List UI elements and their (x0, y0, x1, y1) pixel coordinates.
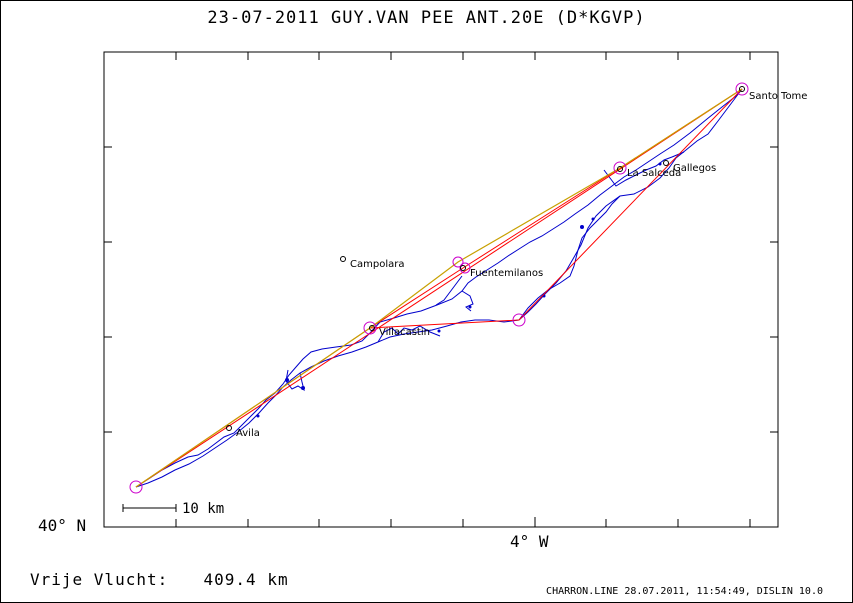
gps-track (135, 88, 743, 488)
place-marker-la-salceda (617, 166, 623, 172)
bottom-ticks (175, 517, 751, 527)
plot-frame (103, 51, 779, 528)
place-label-fuentemilanos: Fuentemilanos (470, 268, 543, 279)
place-marker-fuentemilanos (460, 265, 466, 271)
place-label-avila: Avila (236, 428, 260, 439)
turnpoint-fuentemilanos-1 (452, 256, 464, 268)
place-marker-gallegos (663, 160, 669, 166)
scale-bar-label: 10 km (182, 501, 224, 517)
place-label-la-salceda: La Salceda (627, 168, 681, 179)
turnpoint-south (512, 313, 526, 327)
track-thermals (256, 162, 662, 418)
left-ticks (104, 146, 112, 433)
right-ticks (770, 146, 778, 433)
place-marker-santo-tome (739, 86, 745, 92)
top-ticks (175, 52, 751, 60)
optimized-path (135, 88, 743, 488)
turnpoints (129, 82, 749, 494)
latitude-label: 40° N (38, 516, 87, 535)
turnpoint-santo-tome (735, 82, 749, 96)
place-marker-villacastin (369, 325, 375, 331)
turnpoint-start (129, 480, 143, 494)
map-title: 23-07-2011 GUY.VAN PEE ANT.20E (D*KGVP) (207, 8, 646, 28)
flight-distance-label: Vrije Vlucht: (30, 570, 169, 589)
scale-bar: 10 km (122, 501, 224, 517)
turnpoint-villacastin (363, 321, 377, 335)
longitude-label: 4° W (510, 532, 549, 551)
turnpoint-la-salceda (613, 161, 627, 175)
flight-distance: Vrije Vlucht: 409.4 km (30, 570, 289, 589)
place-label-santo-tome: Santo Tome (749, 91, 807, 102)
place-label-campolara: Campolara (350, 259, 404, 270)
place-label-gallegos: Gallegos (673, 163, 716, 174)
place-marker-avila (226, 425, 232, 431)
place-label-villacastin: Villacastin (379, 327, 430, 338)
flight-distance-value: 409.4 km (203, 570, 289, 589)
place-marker-campolara (340, 256, 346, 262)
footer-credit: CHARRON.LINE 28.07.2011, 11:54:49, DISLI… (546, 586, 823, 597)
place-markers (226, 86, 745, 431)
